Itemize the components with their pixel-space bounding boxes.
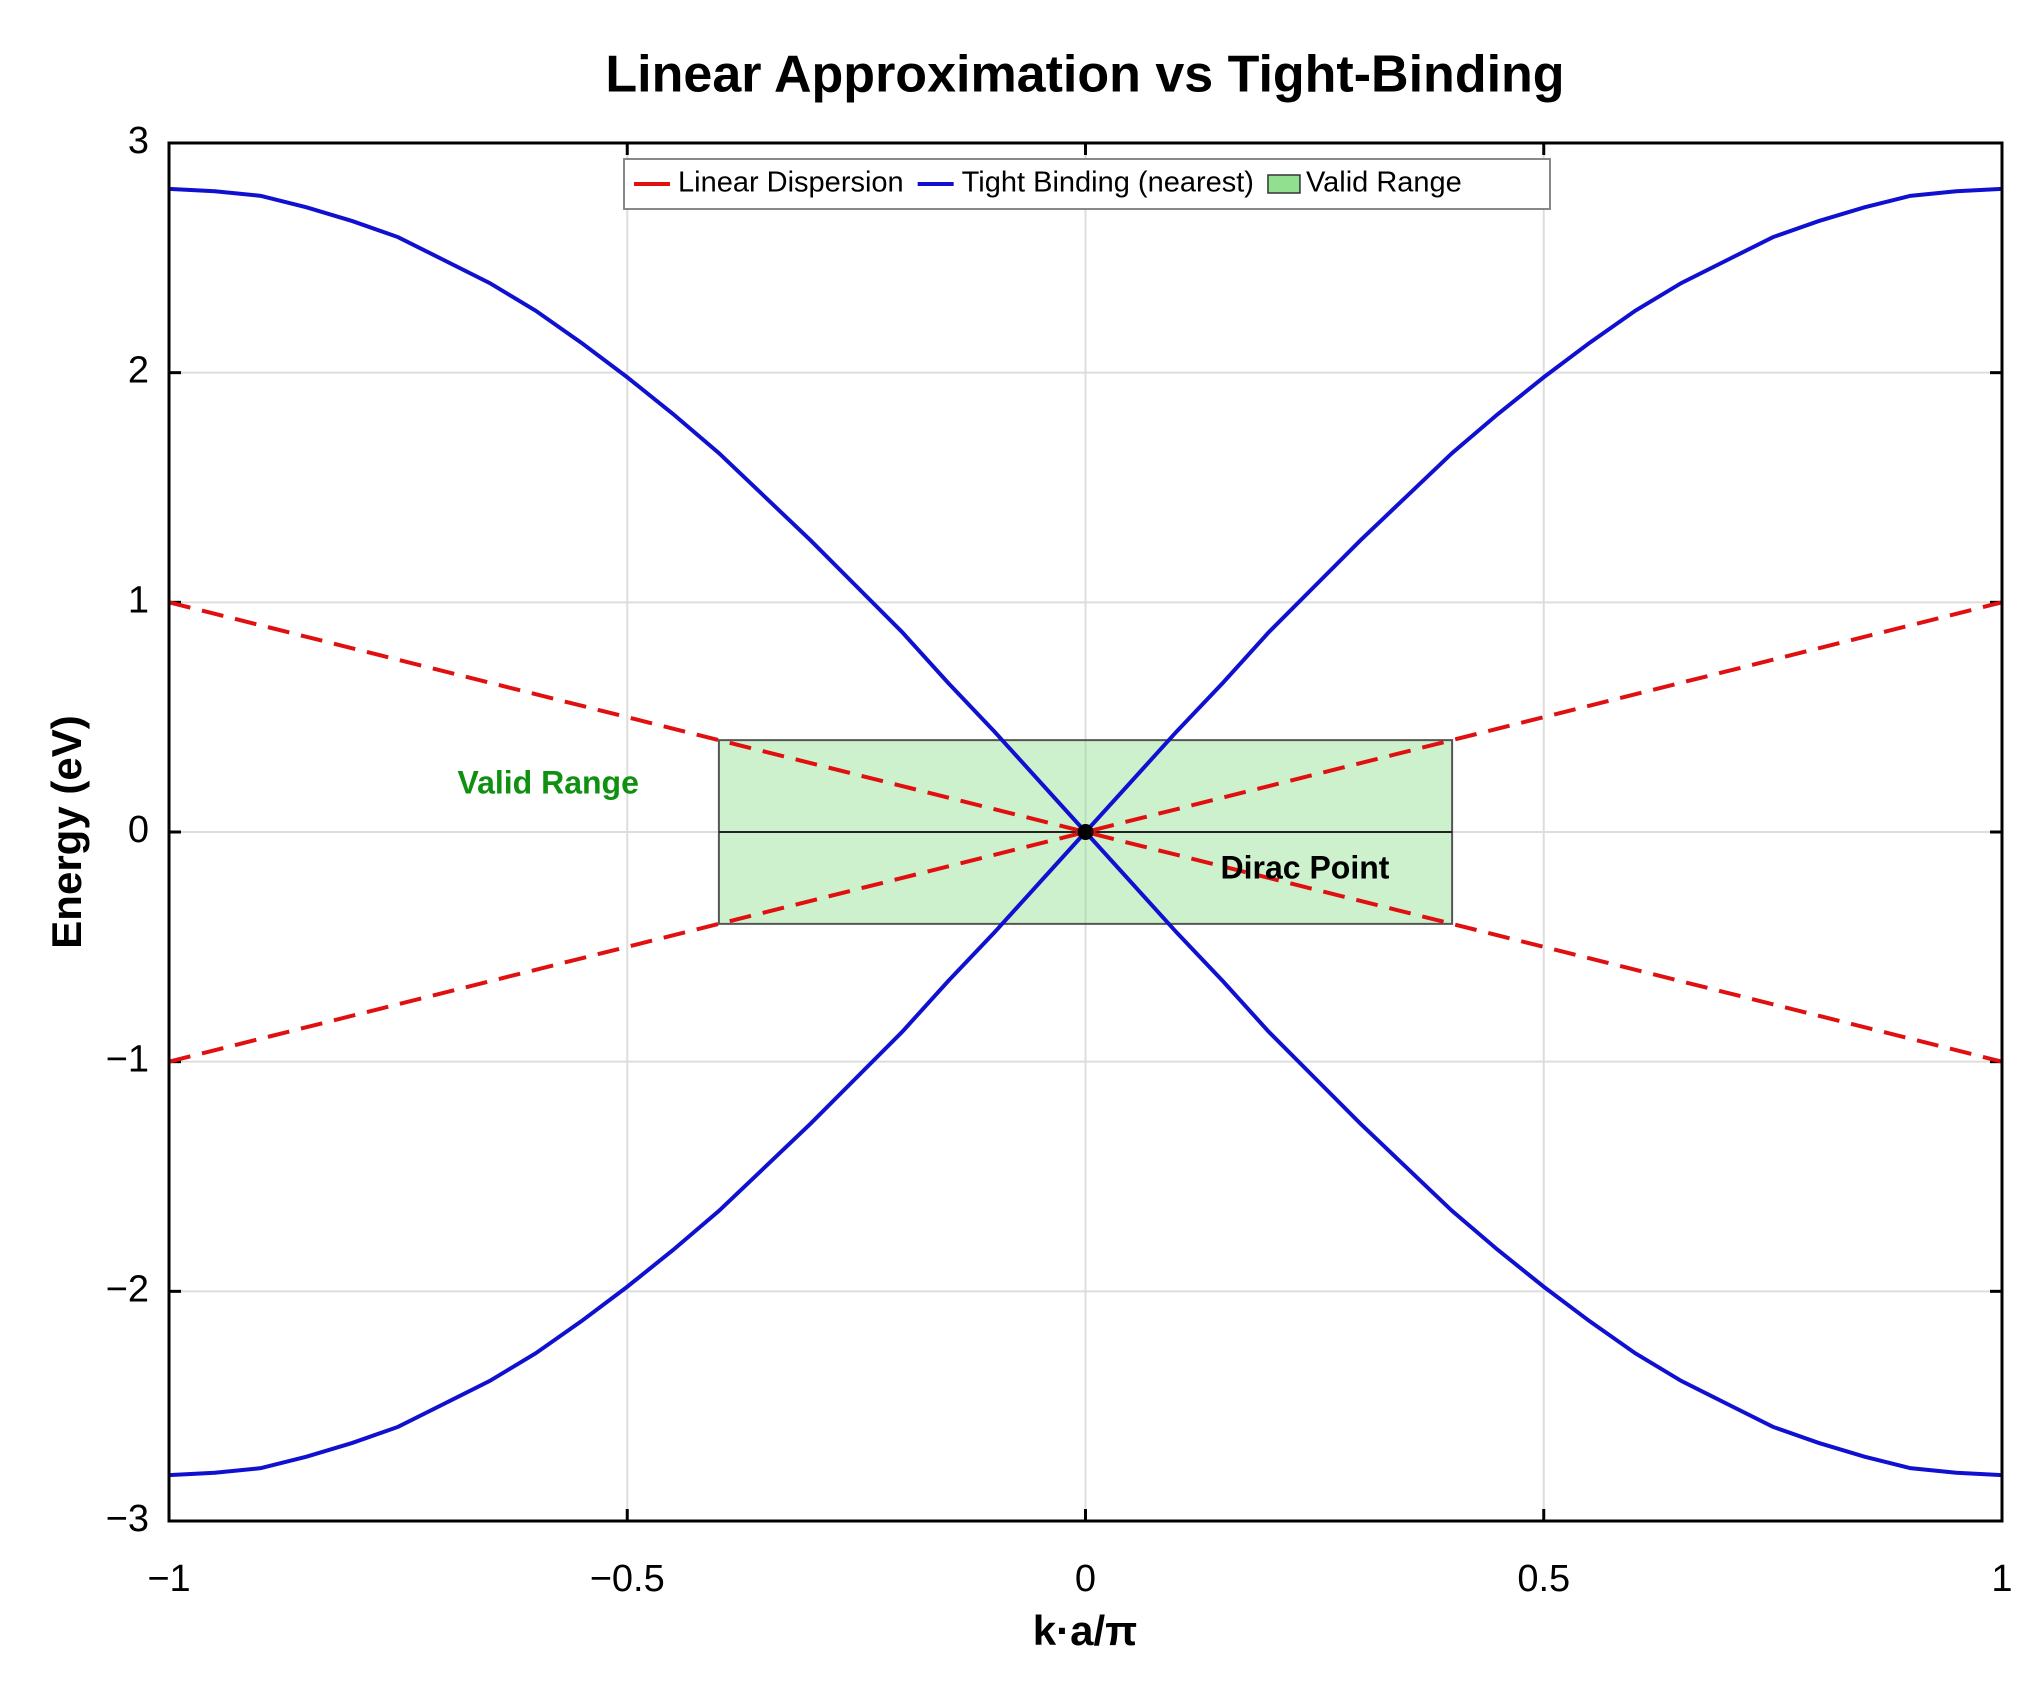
series-line xyxy=(168,600,2003,1064)
y-axis-label: Energy (eV) xyxy=(43,715,90,948)
x-tick-label: 0.5 xyxy=(1517,1558,1570,1600)
y-tick-label: −2 xyxy=(106,1268,149,1310)
y-tick-label: 3 xyxy=(128,120,149,162)
y-tick-label: 1 xyxy=(128,579,149,621)
x-tick-label: 1 xyxy=(1991,1558,2012,1600)
y-tick-label: 0 xyxy=(128,809,149,851)
x-tick-label: 0 xyxy=(1075,1558,1096,1600)
legend-swatch xyxy=(1267,174,1301,194)
legend-box xyxy=(623,158,1551,210)
x-tick-label: −1 xyxy=(147,1558,190,1600)
y-tick-label: −1 xyxy=(106,1039,149,1081)
x-axis-label: k·a/π xyxy=(1033,1607,1138,1654)
legend-label: Valid Range xyxy=(1306,167,1462,199)
y-tick-label: 2 xyxy=(128,350,149,392)
series-line xyxy=(168,600,2003,1064)
legend-label: Linear Dispersion xyxy=(678,167,904,199)
chart-title: Linear Approximation vs Tight-Binding xyxy=(605,46,1564,104)
y-tick-label: −3 xyxy=(106,1498,149,1540)
legend-label: Tight Binding (nearest) xyxy=(962,167,1254,199)
x-tick-label: −0.5 xyxy=(590,1558,665,1600)
valid-range-label: Valid Range xyxy=(458,765,639,801)
plot-frame xyxy=(167,141,2004,1523)
dirac-point-label: Dirac Point xyxy=(1221,849,1390,885)
dirac-point xyxy=(1077,824,1094,840)
